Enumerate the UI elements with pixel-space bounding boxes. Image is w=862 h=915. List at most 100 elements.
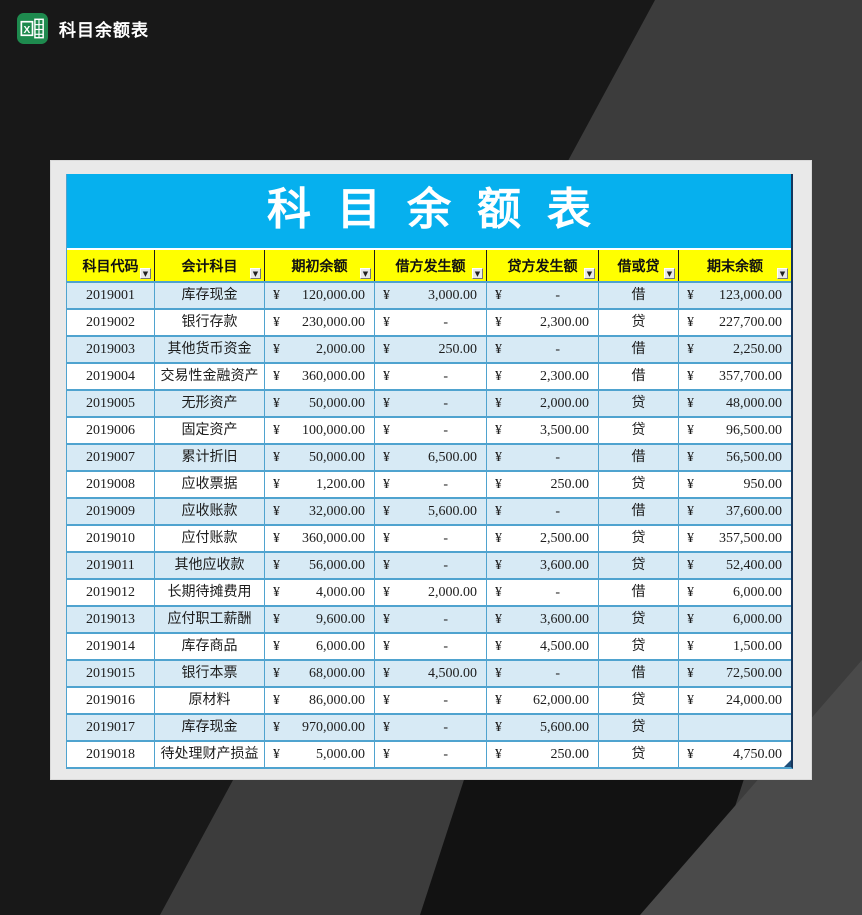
- column-header-debit[interactable]: 借方发生额 ▼: [375, 250, 487, 281]
- cell-credit[interactable]: ¥ -: [487, 580, 599, 605]
- column-header-credit[interactable]: 贷方发生额 ▼: [487, 250, 599, 281]
- cell-code[interactable]: 2019018: [67, 742, 155, 767]
- cell-debit[interactable]: ¥ -: [375, 364, 487, 389]
- cell-closing[interactable]: ¥24,000.00: [679, 688, 791, 713]
- cell-debit[interactable]: ¥ -: [375, 715, 487, 740]
- cell-closing[interactable]: ¥1,500.00: [679, 634, 791, 659]
- cell-debit[interactable]: ¥ -: [375, 634, 487, 659]
- cell-subject[interactable]: 库存现金: [155, 283, 265, 308]
- cell-closing[interactable]: ¥357,700.00: [679, 364, 791, 389]
- cell-credit[interactable]: ¥5,600.00: [487, 715, 599, 740]
- cell-code[interactable]: 2019001: [67, 283, 155, 308]
- cell-direction[interactable]: 借: [599, 445, 679, 470]
- cell-closing[interactable]: ¥72,500.00: [679, 661, 791, 686]
- cell-code[interactable]: 2019011: [67, 553, 155, 578]
- cell-opening[interactable]: ¥100,000.00: [265, 418, 375, 443]
- cell-subject[interactable]: 其他应收款: [155, 553, 265, 578]
- cell-credit[interactable]: ¥ -: [487, 445, 599, 470]
- cell-code[interactable]: 2019012: [67, 580, 155, 605]
- cell-subject[interactable]: 交易性金融资产: [155, 364, 265, 389]
- column-header-direction[interactable]: 借或贷 ▼: [599, 250, 679, 281]
- cell-opening[interactable]: ¥50,000.00: [265, 445, 375, 470]
- cell-closing[interactable]: ¥37,600.00: [679, 499, 791, 524]
- cell-debit[interactable]: ¥2,000.00: [375, 580, 487, 605]
- cell-code[interactable]: 2019013: [67, 607, 155, 632]
- cell-credit[interactable]: ¥250.00: [487, 742, 599, 767]
- cell-opening[interactable]: ¥68,000.00: [265, 661, 375, 686]
- cell-code[interactable]: 2019005: [67, 391, 155, 416]
- filter-dropdown-button-debit[interactable]: ▼: [472, 268, 483, 279]
- cell-subject[interactable]: 其他货币资金: [155, 337, 265, 362]
- cell-credit[interactable]: ¥2,000.00: [487, 391, 599, 416]
- cell-subject[interactable]: 应付账款: [155, 526, 265, 551]
- cell-debit[interactable]: ¥6,500.00: [375, 445, 487, 470]
- cell-debit[interactable]: ¥ -: [375, 418, 487, 443]
- cell-debit[interactable]: ¥ -: [375, 607, 487, 632]
- cell-opening[interactable]: ¥9,600.00: [265, 607, 375, 632]
- cell-debit[interactable]: ¥ -: [375, 742, 487, 767]
- cell-code[interactable]: 2019009: [67, 499, 155, 524]
- cell-opening[interactable]: ¥360,000.00: [265, 364, 375, 389]
- cell-credit[interactable]: ¥3,600.00: [487, 553, 599, 578]
- cell-closing[interactable]: [679, 715, 791, 740]
- cell-code[interactable]: 2019007: [67, 445, 155, 470]
- cell-credit[interactable]: ¥ -: [487, 499, 599, 524]
- cell-opening[interactable]: ¥5,000.00: [265, 742, 375, 767]
- cell-credit[interactable]: ¥2,300.00: [487, 310, 599, 335]
- cell-opening[interactable]: ¥50,000.00: [265, 391, 375, 416]
- cell-subject[interactable]: 固定资产: [155, 418, 265, 443]
- cell-subject[interactable]: 无形资产: [155, 391, 265, 416]
- cell-subject[interactable]: 库存商品: [155, 634, 265, 659]
- cell-direction[interactable]: 贷: [599, 310, 679, 335]
- filter-dropdown-button-closing[interactable]: ▼: [777, 268, 788, 279]
- cell-closing[interactable]: ¥123,000.00: [679, 283, 791, 308]
- cell-closing[interactable]: ¥52,400.00: [679, 553, 791, 578]
- filter-dropdown-button-opening[interactable]: ▼: [360, 268, 371, 279]
- cell-credit[interactable]: ¥3,600.00: [487, 607, 599, 632]
- cell-credit[interactable]: ¥ -: [487, 337, 599, 362]
- column-header-opening[interactable]: 期初余额 ▼: [265, 250, 375, 281]
- cell-direction[interactable]: 贷: [599, 715, 679, 740]
- cell-credit[interactable]: ¥ -: [487, 283, 599, 308]
- filter-dropdown-button-direction[interactable]: ▼: [664, 268, 675, 279]
- cell-direction[interactable]: 贷: [599, 742, 679, 767]
- cell-credit[interactable]: ¥62,000.00: [487, 688, 599, 713]
- cell-code[interactable]: 2019002: [67, 310, 155, 335]
- cell-code[interactable]: 2019017: [67, 715, 155, 740]
- cell-direction[interactable]: 借: [599, 580, 679, 605]
- cell-closing[interactable]: ¥56,500.00: [679, 445, 791, 470]
- cell-debit[interactable]: ¥5,600.00: [375, 499, 487, 524]
- table-title[interactable]: 科目余额表: [67, 174, 791, 248]
- cell-debit[interactable]: ¥ -: [375, 553, 487, 578]
- cell-credit[interactable]: ¥4,500.00: [487, 634, 599, 659]
- cell-direction[interactable]: 借: [599, 364, 679, 389]
- cell-closing[interactable]: ¥950.00: [679, 472, 791, 497]
- cell-subject[interactable]: 银行本票: [155, 661, 265, 686]
- column-header-code[interactable]: 科目代码 ▼: [67, 250, 155, 281]
- cell-closing[interactable]: ¥4,750.00: [679, 742, 791, 767]
- cell-credit[interactable]: ¥250.00: [487, 472, 599, 497]
- cell-debit[interactable]: ¥3,000.00: [375, 283, 487, 308]
- cell-closing[interactable]: ¥2,250.00: [679, 337, 791, 362]
- filter-dropdown-button-credit[interactable]: ▼: [584, 268, 595, 279]
- cell-credit[interactable]: ¥2,500.00: [487, 526, 599, 551]
- cell-direction[interactable]: 贷: [599, 553, 679, 578]
- cell-subject[interactable]: 应收账款: [155, 499, 265, 524]
- cell-closing[interactable]: ¥96,500.00: [679, 418, 791, 443]
- cell-code[interactable]: 2019003: [67, 337, 155, 362]
- cell-credit[interactable]: ¥3,500.00: [487, 418, 599, 443]
- column-header-closing[interactable]: 期末余额 ▼: [679, 250, 791, 281]
- cell-direction[interactable]: 借: [599, 337, 679, 362]
- cell-closing[interactable]: ¥48,000.00: [679, 391, 791, 416]
- cell-code[interactable]: 2019008: [67, 472, 155, 497]
- cell-opening[interactable]: ¥2,000.00: [265, 337, 375, 362]
- cell-code[interactable]: 2019014: [67, 634, 155, 659]
- cell-opening[interactable]: ¥360,000.00: [265, 526, 375, 551]
- cell-opening[interactable]: ¥4,000.00: [265, 580, 375, 605]
- cell-debit[interactable]: ¥4,500.00: [375, 661, 487, 686]
- cell-debit[interactable]: ¥ -: [375, 526, 487, 551]
- cell-direction[interactable]: 借: [599, 661, 679, 686]
- cell-subject[interactable]: 原材料: [155, 688, 265, 713]
- fill-handle[interactable]: [784, 760, 791, 767]
- cell-credit[interactable]: ¥ -: [487, 661, 599, 686]
